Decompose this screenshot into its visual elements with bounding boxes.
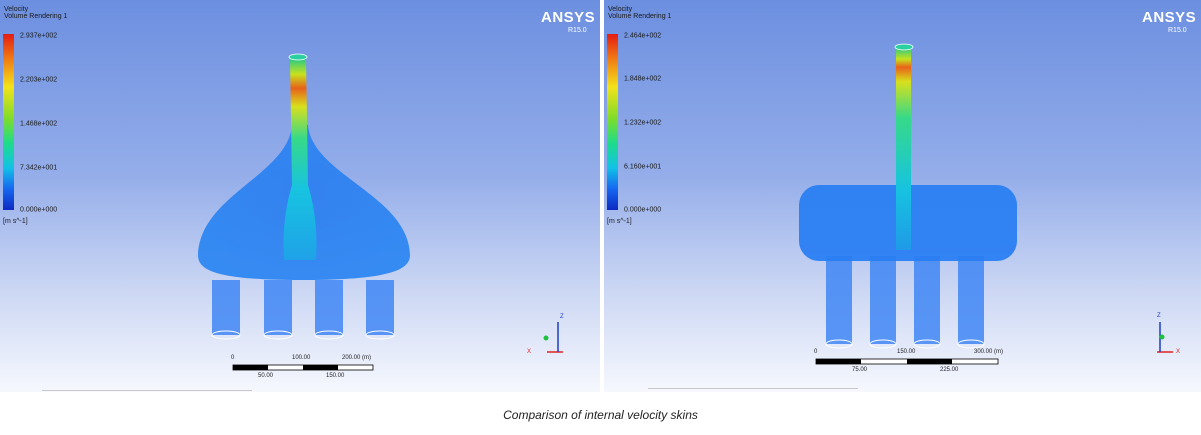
divider (42, 390, 252, 391)
ansys-logo: ANSYS (541, 9, 596, 26)
scale-label: 0 (814, 349, 818, 355)
divider (648, 388, 858, 389)
domain-outlets (825, 256, 985, 349)
scale-label: 75.00 (852, 367, 868, 373)
scale-bar (232, 364, 374, 371)
scale-label: 225.00 (940, 367, 959, 373)
velocity-render-left: Z X (198, 53, 564, 371)
scale-bar (815, 358, 999, 365)
legend-tick: 1.468e+002 (20, 120, 58, 128)
legend-tick: 6.160e+001 (624, 163, 662, 171)
version-label: R15.0 (1168, 27, 1187, 34)
left-viewport: Velocity Volume Rendering 1 2.937e+002 2… (0, 0, 600, 392)
scale-label: 150.00 (897, 349, 916, 355)
velocity-render-right: Z X (799, 43, 1180, 365)
scale-label: 100.00 (292, 355, 311, 361)
figure-caption: Comparison of internal velocity skins (503, 408, 698, 422)
legend-tick: 7.342e+001 (20, 164, 58, 172)
legend-tick: 2.464e+002 (624, 32, 662, 40)
scale-label: 300.00 (m) (974, 349, 1004, 355)
svg-text:X: X (527, 349, 531, 355)
legend-units: [m s^-1] (3, 218, 28, 225)
domain-outlets (211, 280, 395, 340)
color-legend-bar (607, 34, 618, 210)
version-label: R15.0 (568, 27, 587, 34)
scale-label: 200.00 (m) (342, 355, 372, 361)
scale-label: 0 (231, 355, 235, 361)
legend-tick: 1.848e+002 (624, 75, 662, 83)
right-viewport: Velocity Volume Rendering 1 2.464e+002 1… (604, 0, 1201, 392)
legend-tick: 0.000e+000 (624, 206, 662, 214)
legend-units: [m s^-1] (607, 218, 632, 225)
legend-title: Velocity Volume Rendering 1 (4, 6, 68, 20)
legend-tick: 1.232e+002 (624, 119, 662, 127)
color-legend-bar (3, 34, 14, 210)
legend-tick: 2.203e+002 (20, 76, 58, 84)
svg-text:X: X (1176, 349, 1180, 355)
ansys-logo: ANSYS (1142, 9, 1197, 26)
triad-axis-icon: Z X (1157, 313, 1180, 355)
triad-axis-icon: Z X (527, 314, 564, 355)
legend-tick: 2.937e+002 (20, 32, 58, 40)
scale-label: 150.00 (326, 373, 345, 379)
svg-text:Z: Z (1157, 313, 1161, 319)
scale-label: 50.00 (258, 373, 274, 379)
svg-text:Z: Z (560, 314, 564, 320)
legend-tick: 0.000e+000 (20, 206, 58, 214)
domain-nozzle (896, 47, 911, 250)
legend-title: Velocity Volume Rendering 1 (608, 6, 672, 20)
domain-nozzle (283, 58, 317, 260)
